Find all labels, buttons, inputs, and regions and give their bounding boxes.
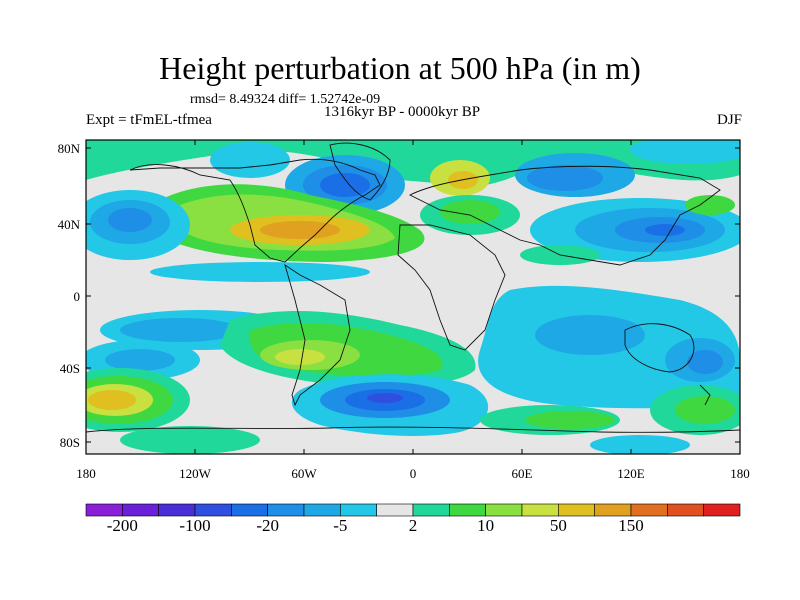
lon-tick-label: 0 <box>410 466 417 481</box>
colorbar <box>85 503 741 517</box>
contour-polygon <box>210 142 290 178</box>
contour-polygon <box>120 318 240 342</box>
colorbar-swatch <box>630 503 668 517</box>
colorbar-label: -20 <box>256 516 279 535</box>
colorbar-label: -100 <box>179 516 211 535</box>
colorbar-label: -200 <box>106 516 138 535</box>
coastline-south-america <box>284 263 351 407</box>
contour-polygon <box>440 200 500 224</box>
stats-text: rmsd= 8.49324 diff= 1.52742e-09 <box>190 92 381 107</box>
colorbar-swatch <box>558 503 595 517</box>
colorbar-swatch <box>594 503 632 517</box>
contour-polygon <box>687 350 723 374</box>
lat-tick-label: 40N <box>58 217 81 232</box>
colorbar-swatch <box>340 503 377 517</box>
contour-polygon <box>120 426 260 454</box>
colorbar-swatch <box>231 503 268 517</box>
contour-polygon <box>88 390 136 410</box>
lat-tick-label: 0 <box>74 289 81 304</box>
lon-axis: 180 120W 60W 0 60E 120E 180 <box>76 140 750 481</box>
contour-polygon <box>685 195 735 215</box>
colorbar-label: 150 <box>618 516 644 535</box>
contour-polygon <box>105 349 175 371</box>
colorbar-swatch <box>449 503 486 517</box>
coastlines <box>86 142 740 433</box>
colorbar-swatch <box>412 503 450 517</box>
colorbar-swatch <box>376 503 414 517</box>
contour-polygon <box>675 396 735 424</box>
colorbar-swatch <box>158 503 196 517</box>
period-text: 1316kyr BP - 0000kyr BP <box>324 104 481 120</box>
colorbar-swatch <box>122 503 159 517</box>
lon-tick-label: 180 <box>76 466 96 481</box>
contour-polygon <box>367 393 403 403</box>
coastline-north-america <box>129 158 381 263</box>
contour-polygon <box>590 435 690 454</box>
colorbar-label: -5 <box>333 516 348 535</box>
colorbar-swatch <box>194 503 232 517</box>
contour-polygon <box>535 315 645 355</box>
contour-polygon <box>275 349 325 365</box>
lat-tick-label: 80S <box>60 435 80 450</box>
colorbar-swatch <box>703 503 741 517</box>
colorbar-swatch <box>303 503 341 517</box>
colorbar-swatch <box>667 503 704 517</box>
lon-tick-label: 180 <box>730 466 750 481</box>
contour-polygon <box>527 165 603 191</box>
lon-tick-label: 120W <box>179 466 212 481</box>
lat-tick-label: 80N <box>58 141 81 156</box>
contour-polygon <box>525 411 615 429</box>
colorbar-label: 10 <box>477 516 495 535</box>
contour-polygon <box>108 208 152 232</box>
season-label: DJF <box>716 112 742 128</box>
colorbar-label: 2 <box>408 516 418 535</box>
colorbar-swatch <box>267 503 305 517</box>
lat-tick-label: 40S <box>60 361 80 376</box>
lat-axis: 80N 40N 0 40S 80S <box>58 141 740 450</box>
contour-polygon <box>645 224 685 236</box>
contour-polygon <box>630 140 740 164</box>
colorbar-swatch <box>521 503 559 517</box>
coastline-greenland <box>329 142 391 201</box>
plot-title: Height perturbation at 500 hPa (in m) <box>159 50 641 86</box>
contour-polygon <box>150 262 370 282</box>
coastline-antarctica <box>86 426 740 433</box>
lon-tick-label: 60E <box>512 466 533 481</box>
experiment-label: Expt = tFmEL-tfmea <box>86 112 212 128</box>
lon-tick-label: 60W <box>291 466 317 481</box>
contour-field <box>86 140 740 454</box>
lon-tick-label: 120E <box>617 466 645 481</box>
contour-polygon <box>260 221 340 239</box>
coastline-eurasia <box>408 165 721 266</box>
coastline-australia <box>624 323 695 373</box>
contour-polygon <box>320 173 370 197</box>
colorbar-swatch <box>485 503 523 517</box>
coastline-new-zealand <box>699 384 711 406</box>
colorbar-swatch <box>85 503 123 517</box>
coastline-africa <box>397 224 506 351</box>
colorbar-label: 50 <box>549 516 567 535</box>
contour-polygon <box>86 140 740 186</box>
